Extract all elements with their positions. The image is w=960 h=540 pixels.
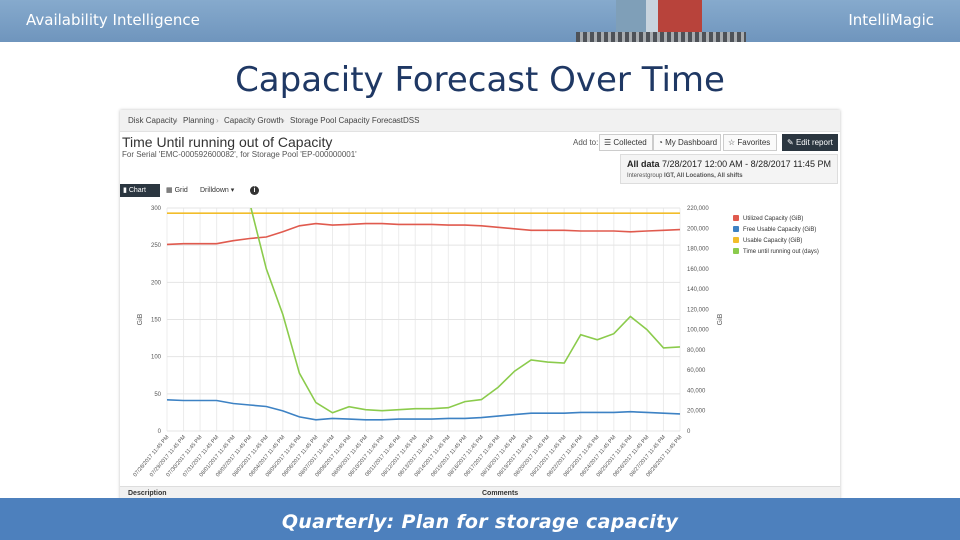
slide-title: Capacity Forecast Over Time xyxy=(235,60,725,100)
y-tick-label: 150 xyxy=(151,318,162,324)
report-title: Time Until running out of Capacity xyxy=(122,134,333,150)
y-tick-label: 300 xyxy=(151,206,162,212)
y2-tick-label: 80,000 xyxy=(687,348,706,354)
interest-label: Interestgroup xyxy=(627,173,663,179)
favorites-button[interactable]: ☆ Favorites xyxy=(723,134,777,151)
drilldown-dropdown[interactable]: Drilldown ▾ xyxy=(200,184,234,197)
comments-header-label: Comments xyxy=(482,490,519,497)
grid-tab[interactable]: ▦ Grid xyxy=(166,184,188,197)
grid-icon: ▦ xyxy=(166,187,173,194)
y2-tick-label: 100,000 xyxy=(687,328,709,334)
legend-swatch xyxy=(733,248,739,254)
comments-header: Description Comments xyxy=(120,486,840,500)
breadcrumb-separator: › xyxy=(216,116,219,125)
drilldown-label: Drilldown xyxy=(200,187,229,194)
favorites-label: Favorites xyxy=(737,138,771,147)
legend-entry: Utilized Capacity (GiB) xyxy=(743,216,803,222)
bar-chart-icon: ▮ xyxy=(123,187,127,194)
y2-tick-label: 140,000 xyxy=(687,287,709,293)
info-icon[interactable]: i xyxy=(250,186,259,195)
y2-tick-label: 180,000 xyxy=(687,247,709,253)
y2-tick-label: 0 xyxy=(687,429,691,435)
legend-swatch xyxy=(733,226,739,232)
edit-icon: ✎ xyxy=(787,138,794,147)
series-line-3 xyxy=(250,208,680,414)
y2-tick-label: 20,000 xyxy=(687,409,706,415)
legend-swatch xyxy=(733,237,739,243)
y2-tick-label: 40,000 xyxy=(687,388,706,394)
star-icon: ☆ xyxy=(728,138,736,147)
y-tick-label: 250 xyxy=(151,243,162,249)
interest-group: Interestgroup IGT, All Locations, All sh… xyxy=(627,173,743,179)
tower-photo xyxy=(576,0,746,42)
header-brand-left: Availability Intelligence xyxy=(26,11,200,29)
y-axis-label: GiB xyxy=(137,313,144,325)
top-banner: Availability Intelligence IntelliMagic xyxy=(0,0,960,42)
interest-value: IGT, All Locations, All shifts xyxy=(664,173,743,179)
y-tick-label: 100 xyxy=(151,355,162,361)
chart-tab[interactable]: ▮ Chart xyxy=(120,184,160,197)
edit-report-button[interactable]: ✎ Edit report xyxy=(782,134,838,151)
series-line-1 xyxy=(167,399,680,421)
header-brand-right: IntelliMagic xyxy=(848,11,934,29)
y2-tick-label: 60,000 xyxy=(687,368,706,374)
breadcrumb-item[interactable]: Storage Pool Capacity Forecast xyxy=(290,116,403,125)
capacity-chart: 0 50 100 150 200 250 300 0 20,000 40,000 60,000 80,… xyxy=(132,206,819,478)
footer-text: Quarterly: Plan for storage capacity xyxy=(281,511,679,533)
date-label: All data xyxy=(627,159,660,169)
breadcrumb-item[interactable]: Capacity Growth xyxy=(224,116,284,125)
y2-axis-label: GiB xyxy=(717,313,724,325)
list-icon: ☰ xyxy=(604,138,612,147)
breadcrumb-separator: › xyxy=(175,116,178,125)
grid-tab-label: Grid xyxy=(174,187,188,194)
y2-tick-label: 220,000 xyxy=(687,206,709,212)
y2-tick-label: 160,000 xyxy=(687,267,709,273)
footer-band xyxy=(0,498,960,540)
dashboard-icon: ◔ xyxy=(658,138,663,147)
caret-down-icon: ▾ xyxy=(230,187,235,194)
y-tick-label: 200 xyxy=(151,280,162,286)
breadcrumb-item[interactable]: DSS xyxy=(403,116,420,125)
date-range-box[interactable]: All data 7/28/2017 12:00 AM - 8/28/2017 … xyxy=(620,154,838,184)
breadcrumb-item[interactable]: Planning xyxy=(183,116,215,125)
edit-report-label: Edit report xyxy=(795,138,833,147)
description-header: Description xyxy=(128,490,167,497)
legend-entry: Free Usable Capacity (GiB) xyxy=(743,227,816,233)
y2-tick-label: 200,000 xyxy=(687,226,709,232)
report-subtitle: For Serial 'EMC-000592600082', for Stora… xyxy=(122,150,357,159)
breadcrumb-separator: › xyxy=(282,116,285,125)
y2-tick-label: 120,000 xyxy=(687,307,709,313)
collected-button[interactable]: ☰ Collected xyxy=(599,134,653,151)
breadcrumb-separator: › xyxy=(395,116,398,125)
series-line-0 xyxy=(167,222,680,246)
date-range-value: 7/28/2017 12:00 AM - 8/28/2017 11:45 PM xyxy=(662,159,831,169)
legend-entry: Time until running out (days) xyxy=(743,249,819,255)
dashboard-label: My Dashboard xyxy=(665,138,718,147)
y-tick-label: 50 xyxy=(154,392,161,398)
report-panel: Disk Capacity › Planning › Capacity Grow… xyxy=(120,110,840,500)
collected-label: Collected xyxy=(613,138,647,147)
date-range: All data 7/28/2017 12:00 AM - 8/28/2017 … xyxy=(627,159,831,169)
legend-swatch xyxy=(733,215,739,221)
breadcrumb: Disk Capacity › Planning › Capacity Grow… xyxy=(120,110,840,132)
legend-entry: Usable Capacity (GiB) xyxy=(743,238,802,244)
breadcrumb-item[interactable]: Disk Capacity xyxy=(128,116,177,125)
y-tick-label: 0 xyxy=(158,429,162,435)
add-to-label: Add to: xyxy=(573,138,599,147)
chart-tab-label: Chart xyxy=(128,187,146,194)
my-dashboard-button[interactable]: ◔ My Dashboard xyxy=(653,134,721,151)
